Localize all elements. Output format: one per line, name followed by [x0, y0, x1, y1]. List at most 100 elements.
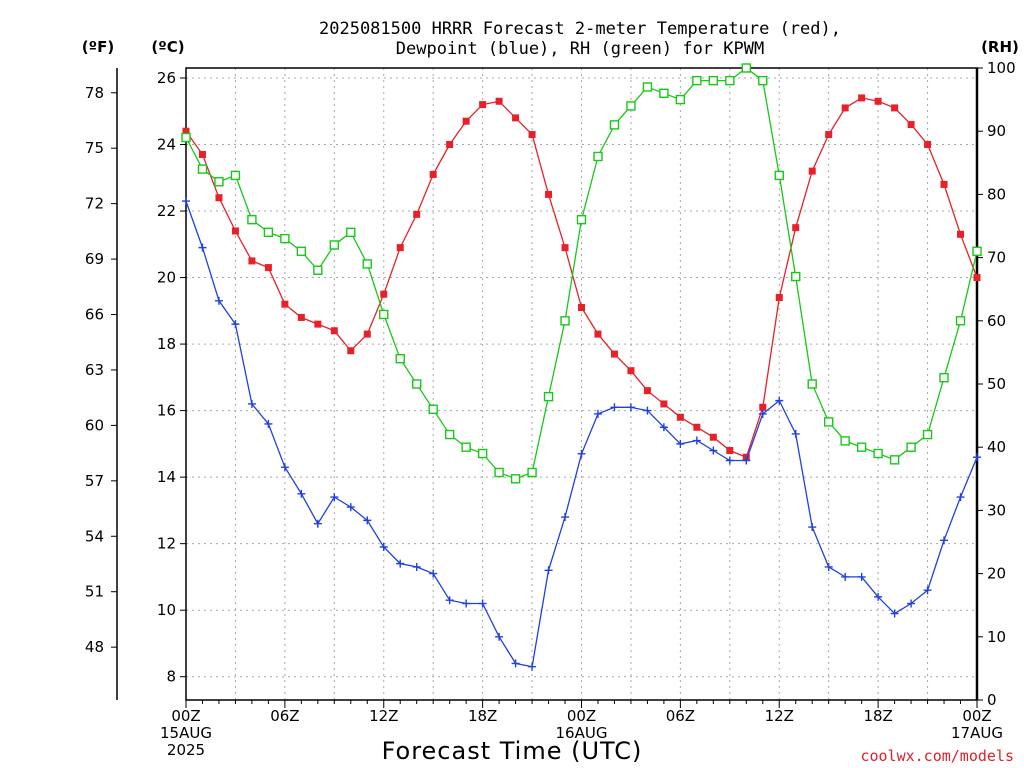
- series-temperature: [182, 94, 981, 461]
- dewpoint-point: [923, 586, 932, 595]
- dewpoint-point: [676, 439, 685, 448]
- dewpoint-point: [412, 562, 421, 571]
- celsius-tick-label: 8: [166, 668, 176, 686]
- temperature-point: [413, 210, 421, 218]
- celsius-tick-label: 14: [157, 468, 176, 486]
- rh-point: [181, 132, 191, 143]
- temperature-point: [841, 104, 849, 112]
- temperature-point: [264, 264, 272, 272]
- grid-lines: [186, 68, 977, 700]
- temperature-point: [891, 104, 899, 112]
- dewpoint-point: [709, 446, 718, 455]
- rh-point: [296, 246, 307, 256]
- x-tick-label: 12Z: [369, 707, 398, 725]
- dewpoint-point: [445, 596, 454, 605]
- dewpoint-point: [874, 592, 883, 601]
- series-rh: [181, 63, 982, 484]
- dewpoint-point: [742, 456, 751, 465]
- dewpoint-point: [429, 569, 438, 578]
- rh-tick-label: 60: [987, 312, 1006, 330]
- rh-tick-label: 0: [987, 691, 997, 709]
- temperature-point: [874, 97, 882, 105]
- fahrenheit-tick-label: 48: [85, 638, 104, 656]
- rh-point: [807, 379, 817, 389]
- fahrenheit-tick-label: 57: [85, 472, 104, 490]
- temperature-point: [215, 194, 223, 202]
- rh-tick-label: 70: [987, 249, 1006, 267]
- chart-title-line2: Dewpoint (blue), RH (green) for KPWM: [396, 39, 764, 59]
- temperature-point: [940, 180, 948, 188]
- axes: [111, 67, 983, 708]
- x-tick-label: 15AUG: [160, 724, 212, 742]
- temperature-point: [380, 290, 388, 298]
- temperature-point: [182, 127, 190, 135]
- temperature-point: [610, 350, 618, 358]
- temperature-point: [479, 101, 487, 109]
- dewpoint-point: [182, 197, 190, 206]
- rh-point: [708, 75, 719, 86]
- rh-tick-label: 40: [987, 438, 1006, 456]
- rh-unit-label: (RH): [981, 38, 1019, 56]
- dewpoint-point: [577, 449, 586, 458]
- rh-point: [263, 227, 274, 238]
- x-tick-label: 17AUG: [951, 724, 1003, 742]
- rh-point: [543, 391, 554, 402]
- rh-point: [642, 82, 653, 92]
- dewpoint-point: [775, 396, 784, 405]
- x-tick-label: 18Z: [468, 707, 497, 725]
- rh-point: [609, 120, 620, 130]
- rh-point: [280, 233, 290, 244]
- temperature-point: [281, 300, 289, 308]
- dewpoint-point: [313, 519, 322, 528]
- dewpoint-point: [511, 659, 520, 668]
- x-axis-label: Forecast Time (UTC): [382, 737, 643, 765]
- celsius-tick-label: 24: [157, 136, 176, 154]
- dewpoint-point: [247, 399, 256, 408]
- temperature-point: [693, 423, 701, 431]
- fahrenheit-tick-label: 75: [85, 139, 104, 157]
- temperature-point: [297, 313, 305, 321]
- dewpoint-point: [808, 523, 817, 532]
- rh-tick-label: 90: [987, 122, 1006, 140]
- fahrenheit-tick-label: 54: [85, 527, 104, 545]
- rh-point: [247, 214, 257, 225]
- rh-point: [230, 170, 241, 181]
- dewpoint-point: [280, 463, 289, 472]
- celsius-tick-label: 18: [157, 335, 176, 353]
- rh-point: [659, 88, 669, 98]
- x-tick-label: 2025: [167, 741, 205, 759]
- rh-tick-label: 10: [987, 628, 1006, 646]
- x-tick-label: 00Z: [171, 707, 200, 725]
- x-tick-label: 16AUG: [556, 724, 608, 742]
- temperature-point: [808, 167, 816, 175]
- rh-point: [362, 259, 372, 269]
- rh-point: [692, 75, 702, 86]
- rh-point: [379, 309, 389, 320]
- rh-point: [428, 404, 438, 414]
- rh-point: [856, 442, 867, 452]
- temperature-point: [198, 150, 206, 158]
- dewpoint-point: [659, 423, 668, 432]
- celsius-tick-label: 10: [157, 601, 176, 619]
- rh-point: [593, 151, 603, 162]
- dewpoint-point: [758, 409, 767, 418]
- rh-point: [939, 372, 949, 383]
- chart-title: 2025081500 HRRR Forecast 2-meter Tempera…: [319, 19, 841, 39]
- temperature-point: [660, 400, 668, 408]
- fahrenheit-unit-label: (ºF): [82, 38, 114, 56]
- rh-point: [560, 316, 570, 326]
- rh-point: [840, 436, 850, 446]
- temperature-point: [314, 320, 322, 328]
- rh-point: [510, 474, 521, 484]
- rh-point: [444, 429, 455, 440]
- temperature-point: [446, 141, 454, 149]
- rh-point: [494, 467, 504, 478]
- temperature-point: [627, 367, 635, 375]
- x-tick-label: 18Z: [863, 707, 892, 725]
- temperature-point: [858, 94, 866, 102]
- rh-tick-label: 100: [987, 59, 1016, 77]
- temperature-point: [396, 244, 404, 252]
- dewpoint-point: [544, 566, 553, 575]
- rh-tick-label: 50: [987, 375, 1006, 393]
- temperature-point: [578, 303, 585, 311]
